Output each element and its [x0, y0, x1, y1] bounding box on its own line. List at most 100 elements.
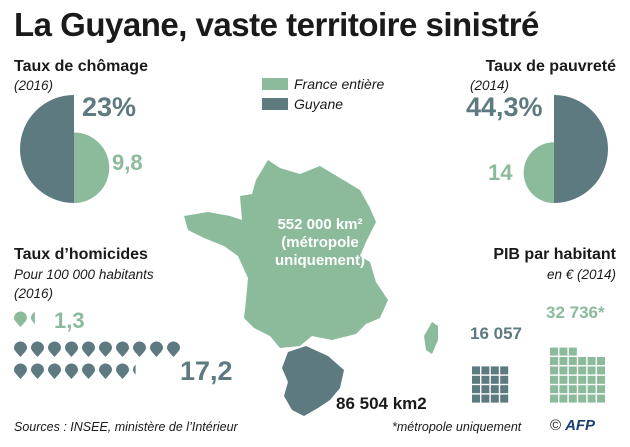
- pauvrete-chart: [523, 95, 608, 203]
- homicides-guyane-marker: [99, 341, 112, 357]
- pauvrete-guyane-value: 44,3%: [466, 92, 543, 122]
- homicides-france-marker: [14, 311, 27, 327]
- pib-unit: en € (2014): [546, 267, 616, 282]
- footnote: *métropole uniquement: [392, 420, 522, 434]
- pib-guyane-square: [481, 366, 490, 375]
- legend: France entière Guyane: [262, 76, 384, 112]
- chomage-year: (2016): [14, 78, 54, 93]
- homicides-guyane-marker: [48, 363, 61, 379]
- homicides-guyane-marker: [65, 363, 78, 379]
- map: [184, 160, 438, 416]
- pib-france-square: [559, 347, 568, 356]
- pib-guyane-square: [472, 375, 480, 384]
- pib-france-square: [578, 366, 587, 375]
- pib-guyane-square: [481, 394, 490, 403]
- pib-france-square: [559, 375, 568, 384]
- pib-guyane-square: [472, 394, 480, 403]
- pib-france-square: [587, 375, 596, 384]
- pib-france-square: [578, 357, 587, 365]
- page-title: La Guyane, vaste territoire sinistré: [14, 6, 539, 43]
- homicides-guyane-marker-partial: [133, 364, 136, 375]
- afp-logo-text: AFP: [565, 417, 596, 434]
- france-area-value: 552 000 km²: [277, 216, 363, 233]
- homicides-guyane-marker: [133, 341, 146, 357]
- pib-france-square: [550, 375, 558, 384]
- pib-france-square: [568, 366, 577, 375]
- pib-guyane-square: [490, 375, 499, 384]
- pib-guyane-square: [490, 394, 499, 403]
- legend-item-guyane: Guyane: [262, 96, 384, 112]
- pib-france-square: [587, 366, 596, 375]
- copyright-symbol: ©: [550, 417, 562, 434]
- homicides-unit: Pour 100 000 habitants: [14, 267, 154, 282]
- pib-france-square: [597, 366, 605, 375]
- pauvrete-title: Taux de pauvreté: [485, 58, 616, 75]
- chomage-chart: [20, 95, 110, 203]
- pib-france-square: [550, 394, 558, 403]
- afp-logo: © AFP: [550, 417, 595, 434]
- pib-guyane-square: [490, 366, 499, 375]
- guyane-area-label: 86 504 km2: [336, 394, 427, 413]
- homicides-guyane-marker: [99, 363, 112, 379]
- france-area-note-1: (métropole: [281, 234, 359, 251]
- pib-guyane-square: [500, 366, 509, 375]
- homicides-france-value: 1,3: [54, 308, 85, 333]
- legend-item-france: France entière: [262, 76, 384, 92]
- homicides-guyane-marker: [31, 341, 44, 357]
- pauvrete-guyane-half: [554, 95, 608, 203]
- homicides-guyane-marker: [116, 363, 129, 379]
- homicides-chart: [14, 311, 180, 379]
- pauvrete-france-value: 14: [488, 160, 513, 185]
- pib-france-square: [550, 366, 558, 375]
- pib-france-square: [559, 366, 568, 375]
- pib-france-square: [550, 385, 558, 394]
- pib-chart: [472, 347, 605, 403]
- homicides-guyane-marker: [116, 341, 129, 357]
- homicides-guyane-marker: [82, 341, 95, 357]
- pib-title: PIB par habitant: [493, 246, 616, 263]
- chomage-france-half: [74, 132, 110, 203]
- pib-guyane-square: [490, 385, 499, 394]
- pib-france-square: [550, 357, 558, 365]
- legend-swatch-france: [262, 78, 288, 90]
- pib-france-square: [559, 357, 568, 365]
- pib-france-square: [578, 385, 587, 394]
- homicides-year: (2016): [14, 286, 54, 301]
- pib-france-square: [568, 385, 577, 394]
- chomage-guyane-value: 23%: [82, 92, 137, 122]
- legend-swatch-guyane: [262, 98, 288, 110]
- pib-guyane-square: [500, 385, 509, 394]
- pib-france-square: [597, 385, 605, 394]
- homicides-title: Taux d’homicides: [14, 246, 148, 263]
- pib-guyane-square: [500, 375, 509, 384]
- source-note: Sources : INSEE, ministère de l’Intérieu…: [14, 420, 238, 434]
- france-area-note-2: uniquement): [275, 252, 365, 269]
- homicides-france-marker-partial: [31, 312, 35, 325]
- pib-france-square: [597, 394, 605, 403]
- pib-france-square: [568, 357, 577, 365]
- france-map-shape: [184, 160, 388, 348]
- chomage-guyane-half: [20, 95, 74, 203]
- guyane-map-shape: [282, 346, 344, 416]
- homicides-guyane-marker: [82, 363, 95, 379]
- pib-france-square: [587, 385, 596, 394]
- legend-label-guyane: Guyane: [294, 96, 344, 112]
- pib-france-square: [568, 347, 577, 356]
- homicides-guyane-marker: [48, 341, 61, 357]
- pib-france-square: [597, 375, 605, 384]
- chomage-title: Taux de chômage: [14, 58, 148, 75]
- pib-france-square: [550, 347, 558, 356]
- pib-france-square: [587, 357, 596, 365]
- pib-france-square: [578, 394, 587, 403]
- pib-france-square: [568, 375, 577, 384]
- pib-france-square: [568, 394, 577, 403]
- homicides-guyane-marker: [14, 363, 27, 379]
- pauvrete-france-half: [523, 142, 554, 203]
- pib-guyane-square: [481, 385, 490, 394]
- pib-guyane-square: [472, 366, 480, 375]
- homicides-guyane-marker: [14, 341, 27, 357]
- pib-france-square: [559, 385, 568, 394]
- pib-france-square: [597, 357, 605, 365]
- pib-france-square: [578, 375, 587, 384]
- pib-guyane-square: [472, 385, 480, 394]
